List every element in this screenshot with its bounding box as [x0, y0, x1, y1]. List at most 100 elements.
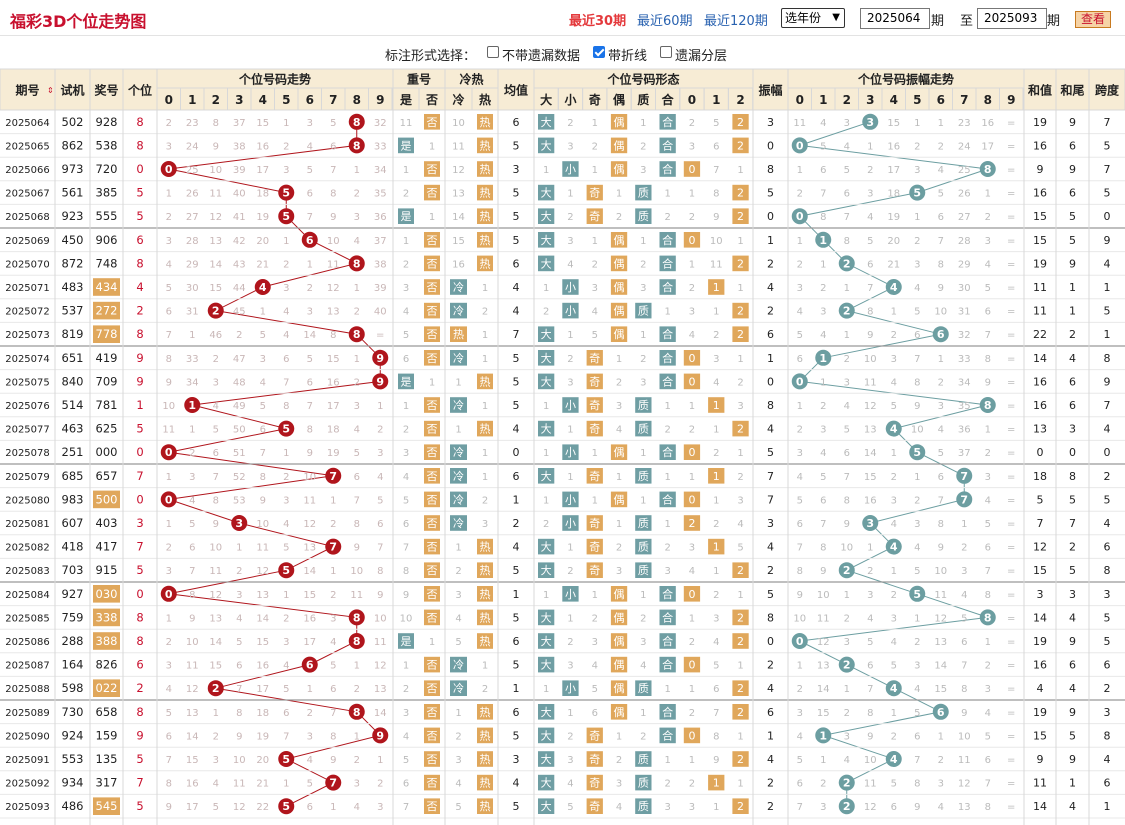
avg-cell: 2 — [513, 517, 520, 530]
form-mark-text: 合 — [662, 610, 673, 624]
trend-miss: 5 — [377, 495, 383, 506]
amp-miss: 13 — [864, 425, 877, 436]
form-miss: 2 — [664, 543, 670, 554]
form-miss: 6 — [592, 708, 598, 719]
trend-miss: 5 — [166, 708, 172, 719]
trend-ball — [301, 231, 318, 248]
trend-miss: 2 — [166, 637, 172, 648]
form-miss: 4 — [737, 519, 743, 530]
amp-miss: 5 — [914, 708, 920, 719]
no-missing-label[interactable]: 不带遗漏数据 — [502, 49, 581, 64]
trend-ball-num: 9 — [376, 729, 384, 742]
form-mark — [659, 137, 676, 154]
trend-miss: = — [376, 330, 384, 341]
amp-miss: 3 — [797, 283, 803, 294]
avg-cell: 6 — [513, 635, 520, 648]
unit-cell: 9 — [136, 728, 143, 742]
span-cell: 4 — [1104, 423, 1111, 436]
form-miss: 1 — [567, 472, 573, 483]
trend-miss: 6 — [283, 708, 289, 719]
trend-miss: 4 — [166, 684, 172, 695]
coldhot-mark — [450, 468, 467, 484]
prize-cell: 159 — [96, 728, 118, 742]
form-miss: 1 — [664, 307, 670, 318]
amp-miss: 1 — [820, 755, 826, 766]
repeat-mark — [424, 184, 440, 201]
trend-miss: 13 — [256, 590, 269, 601]
coldhot-mark — [477, 751, 493, 767]
no-missing-checkbox[interactable] — [487, 46, 499, 58]
trend-ball — [348, 255, 365, 272]
issue-cell: 2025075 — [5, 377, 50, 388]
trend-ball — [301, 656, 318, 673]
amp-head-1: 1 — [819, 93, 827, 107]
repeat-miss: 4 — [403, 731, 409, 742]
amp-ball — [932, 703, 949, 720]
form-mark — [659, 444, 676, 460]
unit-cell: 5 — [136, 799, 143, 813]
form-mark-text: 偶 — [614, 493, 625, 506]
form-mark — [538, 656, 555, 673]
prize-cell: 135 — [96, 752, 118, 766]
recent-120-link[interactable]: 最近120期 — [704, 14, 768, 29]
trial-cell: 924 — [62, 728, 84, 742]
amp-miss: 3 — [938, 401, 944, 412]
trend-miss: 4 — [377, 472, 383, 483]
trend-miss: 15 — [327, 354, 340, 365]
with-line-label[interactable]: 带折线 — [608, 49, 648, 64]
amp-cell: 0 — [767, 375, 774, 388]
view-button[interactable]: 查看 — [1075, 11, 1111, 28]
with-line-checkbox[interactable] — [593, 46, 605, 58]
trial-cell: 759 — [62, 610, 84, 624]
year-select[interactable]: 选年份 ▼ — [781, 8, 845, 28]
amp-miss: 2 — [891, 330, 897, 341]
from-issue-input[interactable]: 2025064 — [860, 8, 930, 29]
amp-miss: 2 — [797, 425, 803, 436]
prize-cell: 419 — [96, 351, 118, 365]
amp-cell: 2 — [767, 659, 774, 672]
amp-miss: 1 — [891, 448, 897, 459]
amp-miss: 4 — [867, 212, 873, 223]
recent-60-link[interactable]: 最近60期 — [637, 14, 693, 29]
form-head-8: 2 — [736, 93, 744, 107]
digit-head-6-cell — [297, 87, 322, 111]
amp-cell: 1 — [767, 729, 774, 742]
form-mark — [659, 491, 676, 508]
trend-miss: 1 — [354, 283, 360, 294]
trend-miss: 5 — [213, 802, 219, 813]
form-miss: 2 — [592, 259, 598, 270]
form-head-7-cell — [703, 87, 729, 111]
form-miss: 2 — [640, 613, 646, 624]
trend-miss: 4 — [260, 377, 266, 388]
amp-miss: 10 — [958, 731, 971, 742]
issue-cell: 2025076 — [5, 401, 50, 412]
missing-layer-checkbox[interactable] — [660, 46, 672, 58]
repeat-mark — [424, 656, 440, 673]
coldhot-miss: 2 — [482, 307, 488, 318]
form-mark — [538, 208, 555, 224]
tail-cell: 6 — [1069, 139, 1076, 152]
trend-miss: 11 — [186, 661, 199, 672]
missing-layer-label[interactable]: 遗漏分层 — [675, 49, 728, 64]
form-miss: 1 — [543, 283, 549, 294]
recent-30-link[interactable]: 最近30期 — [569, 14, 627, 29]
amp-ball-num: 1 — [819, 729, 827, 742]
to-issue-input[interactable]: 2025093 — [977, 8, 1047, 29]
amp-miss: 3 — [844, 731, 850, 742]
trend-miss: 2 — [236, 330, 242, 341]
trend-miss: 1 — [330, 495, 336, 506]
amp-miss: 2 — [891, 472, 897, 483]
form-head-4-cell — [630, 87, 657, 111]
amp-ball — [956, 491, 973, 508]
amp-cell: 3 — [767, 517, 774, 530]
trend-miss: 34 — [186, 377, 199, 388]
issue-cell: 2025073 — [5, 330, 50, 341]
form-mark-text: 合 — [662, 658, 673, 672]
amp-miss: 1 — [867, 141, 873, 152]
trend-miss: 52 — [233, 472, 246, 483]
trend-miss: 2 — [307, 708, 313, 719]
amp-miss: 13 — [958, 802, 971, 813]
amp-miss: 8 — [797, 566, 803, 577]
form-miss: 2 — [640, 731, 646, 742]
amp-miss: 2 — [985, 448, 991, 459]
